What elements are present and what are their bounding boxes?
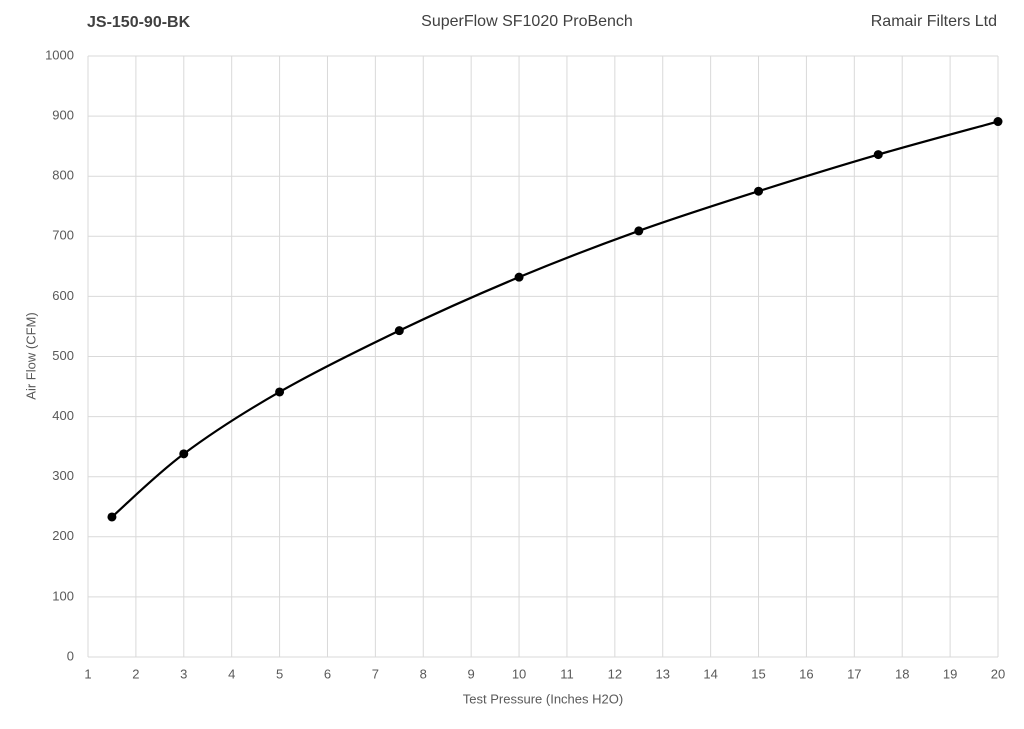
x-tick-label: 12	[608, 666, 622, 681]
data-point	[993, 117, 1003, 127]
data-line	[111, 120, 999, 518]
data-point	[873, 150, 883, 160]
x-tick-label: 11	[560, 666, 574, 681]
y-tick-label: 200	[52, 528, 74, 543]
y-tick-label: 100	[52, 588, 74, 603]
data-point	[514, 272, 524, 282]
chart-title-right: Ramair Filters Ltd	[871, 13, 997, 30]
y-tick-label: 300	[52, 468, 74, 483]
data-point	[179, 449, 189, 459]
x-tick-label: 18	[895, 666, 909, 681]
y-tick-label: 0	[67, 648, 74, 663]
x-tick-label: 8	[420, 666, 427, 681]
y-tick-label: 500	[52, 348, 74, 363]
x-tick-label: 19	[943, 666, 957, 681]
y-tick-label: 800	[52, 168, 74, 183]
y-tick-label: 400	[52, 408, 74, 423]
x-tick-label: 13	[656, 666, 670, 681]
chart-title-left: JS-150-90-BK	[87, 14, 191, 31]
y-axis-label: Air Flow (CFM)	[23, 312, 38, 399]
x-tick-label: 3	[180, 666, 187, 681]
y-tick-label: 600	[52, 288, 74, 303]
data-point	[754, 186, 764, 196]
x-tick-label: 16	[799, 666, 813, 681]
x-tick-label: 20	[991, 666, 1005, 681]
x-tick-label: 4	[228, 666, 235, 681]
data-point	[394, 326, 404, 336]
x-tick-label: 2	[132, 666, 139, 681]
y-tick-label: 900	[52, 108, 74, 123]
chart-title: SuperFlow SF1020 ProBench	[421, 13, 633, 30]
y-tick-label: 1000	[45, 47, 74, 62]
data-point	[107, 512, 117, 522]
data-point	[634, 226, 644, 236]
x-tick-label: 14	[703, 666, 717, 681]
data-point	[275, 387, 285, 397]
x-tick-label: 7	[372, 666, 379, 681]
x-axis-label: Test Pressure (Inches H2O)	[463, 691, 623, 706]
x-tick-label: 5	[276, 666, 283, 681]
x-tick-label: 6	[324, 666, 331, 681]
x-tick-label: 10	[512, 666, 526, 681]
x-tick-label: 1	[84, 666, 91, 681]
y-tick-label: 700	[52, 228, 74, 243]
x-tick-label: 9	[468, 666, 475, 681]
x-tick-label: 17	[847, 666, 861, 681]
x-tick-label: 15	[751, 666, 765, 681]
